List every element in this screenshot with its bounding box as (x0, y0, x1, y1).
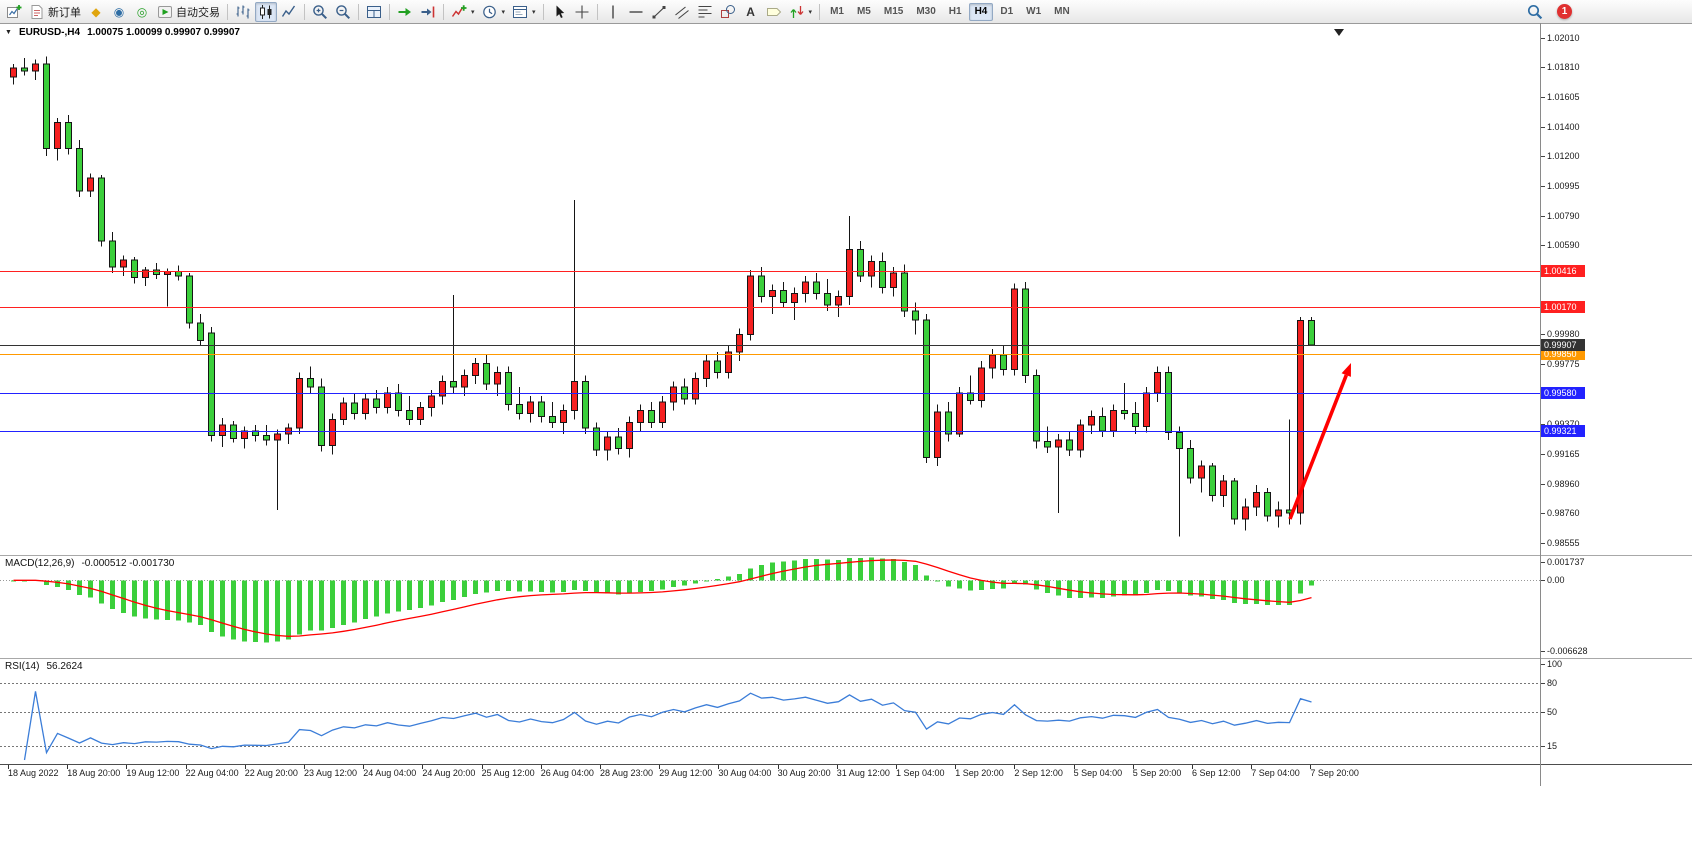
tile-windows-button[interactable] (363, 2, 385, 22)
autoscroll-icon (397, 4, 413, 20)
toolbar-separator (819, 3, 821, 20)
chart-ohlc-values: 1.00075 1.00099 0.99907 0.99907 (87, 27, 240, 38)
dropdown-caret-icon: ▾ (501, 8, 506, 16)
rsi-value: 56.2624 (46, 661, 83, 672)
auto-trading-button[interactable]: 自动交易 (154, 2, 223, 22)
neworder-icon (29, 4, 45, 20)
bar-chart-button[interactable] (232, 2, 254, 22)
text-label-button[interactable] (763, 2, 785, 22)
macd-indicator-label: MACD(12,26,9) -0.000512 -0.001730 (5, 558, 174, 569)
shapes-button[interactable] (717, 2, 739, 22)
shapes-icon (720, 4, 736, 20)
toolbar: 新订单 ◆ ◉ ◎ 自动交易 ▾ ▾ ▾ A ▾ M1 M5 M15 M30 H1 H4 D1 W1 MN 1 (0, 0, 1692, 23)
new-chart-button[interactable] (3, 2, 25, 22)
templates-button[interactable]: ▾ (509, 2, 539, 22)
chart-shift-button[interactable] (417, 2, 439, 22)
zoom-in-button[interactable] (309, 2, 331, 22)
template-icon (512, 4, 528, 20)
vline-icon (605, 4, 621, 20)
market-watch-icon[interactable]: ◎ (131, 2, 153, 22)
candles-icon (258, 4, 274, 20)
timeframe-m15-button[interactable]: M15 (883, 6, 904, 17)
new-order-button[interactable]: 新订单 (26, 2, 84, 22)
arrows-button[interactable]: ▾ (786, 2, 816, 22)
equidistant-channel-button[interactable] (671, 2, 693, 22)
community-icon[interactable]: ◉ (108, 2, 130, 22)
timeframe-m5-button[interactable]: M5 (856, 6, 871, 17)
vertical-line-button[interactable] (602, 2, 624, 22)
trendline-button[interactable] (648, 2, 670, 22)
tile-icon (366, 4, 382, 20)
newchart-icon (6, 4, 22, 20)
autotrade-icon (157, 4, 173, 20)
horizontal-line-button[interactable] (625, 2, 647, 22)
chart-title: ▼ EURUSD-,H4 1.00075 1.00099 0.99907 0.9… (5, 27, 240, 38)
deposit-icon-glyph: ◆ (91, 4, 101, 19)
indicators-icon (451, 4, 467, 20)
macd-name: MACD(12,26,9) (5, 558, 75, 569)
crosshair-button[interactable] (571, 2, 593, 22)
indicators-button[interactable]: ▾ (448, 2, 478, 22)
market-watch-icon-glyph: ◎ (136, 4, 148, 19)
toolbar-separator (227, 3, 228, 20)
line-chart-button[interactable] (278, 2, 300, 22)
search-button[interactable] (1524, 2, 1546, 22)
text-button-glyph: A (746, 4, 755, 19)
toolbar-separator (389, 3, 390, 20)
macd-values: -0.000512 -0.001730 (81, 558, 175, 569)
periods-button[interactable]: ▾ (479, 2, 509, 22)
timeframe-h1-button[interactable]: H1 (948, 6, 962, 17)
toolbar-separator (443, 3, 444, 20)
clock-icon (482, 4, 498, 20)
new-order-button-label: 新订单 (48, 6, 81, 19)
zoom-out-button[interactable] (332, 2, 354, 22)
bars-icon (235, 4, 251, 20)
channel-icon (674, 4, 690, 20)
timeframe-m30-button[interactable]: M30 (916, 6, 936, 17)
timeframe-h4-button[interactable]: H4 (968, 2, 994, 21)
toolbar-separator (304, 3, 305, 20)
candlestick-chart-button[interactable] (255, 1, 277, 22)
toolbar-separator (542, 3, 544, 20)
chart-symbol-period: EURUSD-,H4 (18, 27, 81, 38)
auto-trading-button-label: 自动交易 (176, 6, 220, 19)
label-icon (766, 4, 782, 20)
notification-badge[interactable]: 1 (1557, 4, 1572, 19)
fibo-icon (697, 4, 713, 20)
rsi-indicator-label: RSI(14) 56.2624 (5, 661, 83, 672)
cursor-button[interactable] (548, 2, 570, 22)
deposit-icon[interactable]: ◆ (85, 2, 107, 22)
arrows-icon (789, 4, 805, 20)
dropdown-caret-icon: ▾ (471, 8, 475, 16)
toolbar-separator (596, 3, 598, 20)
community-icon-glyph: ◉ (113, 4, 125, 19)
rsi-name: RSI(14) (5, 661, 40, 672)
zoomout-icon (335, 4, 351, 20)
linechart-icon (281, 4, 297, 20)
timeframe-w1-button[interactable]: W1 (1026, 6, 1042, 17)
dropdown-caret-icon: ▾ (532, 8, 536, 16)
cross-icon (574, 4, 590, 20)
toolbar-separator (358, 3, 359, 20)
cursor-icon (551, 4, 567, 20)
shift-icon (420, 4, 436, 20)
chart-dropdown-icon[interactable]: ▼ (5, 29, 12, 36)
timeframe-d1-button[interactable]: D1 (1000, 6, 1014, 17)
timeframe-mn-button[interactable]: MN (1054, 6, 1070, 17)
text-button[interactable]: A (740, 2, 762, 22)
zoomin-icon (312, 4, 328, 20)
timeframe-m1-button[interactable]: M1 (830, 6, 844, 17)
hline-icon (628, 4, 644, 20)
auto-scroll-button[interactable] (394, 2, 416, 22)
fibonacci-button[interactable] (694, 2, 716, 22)
dropdown-caret-icon: ▾ (808, 8, 813, 16)
trendline-icon (651, 4, 667, 20)
